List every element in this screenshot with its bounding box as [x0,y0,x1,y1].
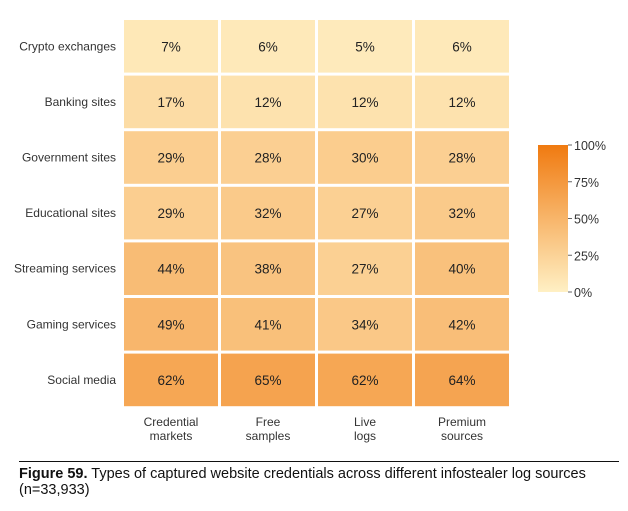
column-label: Live [354,415,376,429]
heatmap-cell [318,20,412,73]
cell-value-label: 65% [254,373,281,388]
cell-value-label: 30% [351,151,378,166]
cell-value-label: 49% [157,317,184,332]
heatmap-cell [124,242,218,295]
cell-value-label: 29% [157,206,184,221]
row-label: Social media [47,373,116,387]
heatmap-cell [124,353,218,407]
heatmap-cell [415,298,509,351]
cell-value-label: 62% [157,373,184,388]
heatmap-cell [318,242,412,295]
column-label: samples [246,429,291,443]
heatmap-cell [221,131,315,184]
heatmap-cell [415,75,509,129]
caption-rule [19,461,619,462]
row-label: Banking sites [45,95,116,109]
heatmap-cell [221,20,315,73]
heatmap-cell [318,353,412,407]
row-label: Streaming services [14,262,116,276]
heatmap-cell [318,186,412,240]
figure-caption: Figure 59. Types of captured website cre… [19,466,619,498]
heatmap-chart: 7% 6% 5% 6% 17% 12% 12% 12% 29% 28% 30% 28% 29% 32% 27… [14,20,606,443]
heatmap-cell [124,298,218,351]
cell-value-label: 12% [254,95,281,110]
heatmap-cell [124,75,218,129]
column-label: sources [441,429,483,443]
colorbar-tick-label: 100% [574,139,606,153]
heatmap-cell [124,20,218,73]
heatmap-cells: 7% 6% 5% 6% 17% 12% 12% 12% 29% 28% 30% 28% 29% 32% 27… [124,20,509,407]
cell-value-label: 42% [448,317,475,332]
heatmap-cell [415,186,509,240]
cell-value-label: 29% [157,151,184,166]
heatmap-cell [318,298,412,351]
row-label: Educational sites [25,206,116,220]
cell-value-label: 27% [351,262,378,277]
cell-value-label: 5% [355,39,375,54]
heatmap-cell [221,75,315,129]
cell-value-label: 6% [258,39,278,54]
cell-value-label: 6% [452,39,472,54]
column-label: Free [256,415,281,429]
heatmap-cell [221,186,315,240]
cell-value-label: 7% [161,39,181,54]
heatmap-cell [318,131,412,184]
heatmap-cell [221,242,315,295]
cell-value-label: 41% [254,317,281,332]
cell-value-label: 28% [448,151,475,166]
cell-value-label: 32% [448,206,475,221]
cell-value-label: 12% [351,95,378,110]
cell-value-label: 27% [351,206,378,221]
cell-value-label: 12% [448,95,475,110]
colorbar-gradient-bar [538,145,568,292]
row-labels: Crypto exchanges Banking sites Government … [14,39,116,387]
colorbar-tick-label: 0% [574,286,592,300]
figure-caption-label: Figure 59. [19,466,88,482]
heatmap-cell [318,75,412,129]
cell-value-label: 62% [351,373,378,388]
cell-value-label: 38% [254,262,281,277]
heatmap-cell [221,353,315,407]
cell-value-label: 28% [254,151,281,166]
heatmap-cell [415,20,509,73]
cell-value-label: 40% [448,262,475,277]
colorbar: 0% 25% 50% 75% 100% [538,139,606,300]
heatmap-cell [415,242,509,295]
row-label: Gaming services [27,317,116,331]
cell-value-label: 34% [351,317,378,332]
column-label: Premium [438,415,486,429]
cell-value-label: 17% [157,95,184,110]
cell-value-label: 44% [157,262,184,277]
figure-caption-text: Types of captured website credentials ac… [19,466,586,498]
colorbar-tick-label: 25% [574,249,599,263]
colorbar-tick-label: 75% [574,176,599,190]
heatmap-cell [124,131,218,184]
heatmap-cell [415,131,509,184]
cell-value-label: 32% [254,206,281,221]
column-label: Credential [144,415,199,429]
row-label: Government sites [22,151,116,165]
column-label: logs [354,429,376,443]
colorbar-tick-label: 50% [574,213,599,227]
heatmap-cell [221,298,315,351]
heatmap-cell [124,186,218,240]
cell-value-label: 64% [448,373,475,388]
row-label: Crypto exchanges [19,39,116,53]
heatmap-cell [415,353,509,407]
column-label: markets [150,429,193,443]
